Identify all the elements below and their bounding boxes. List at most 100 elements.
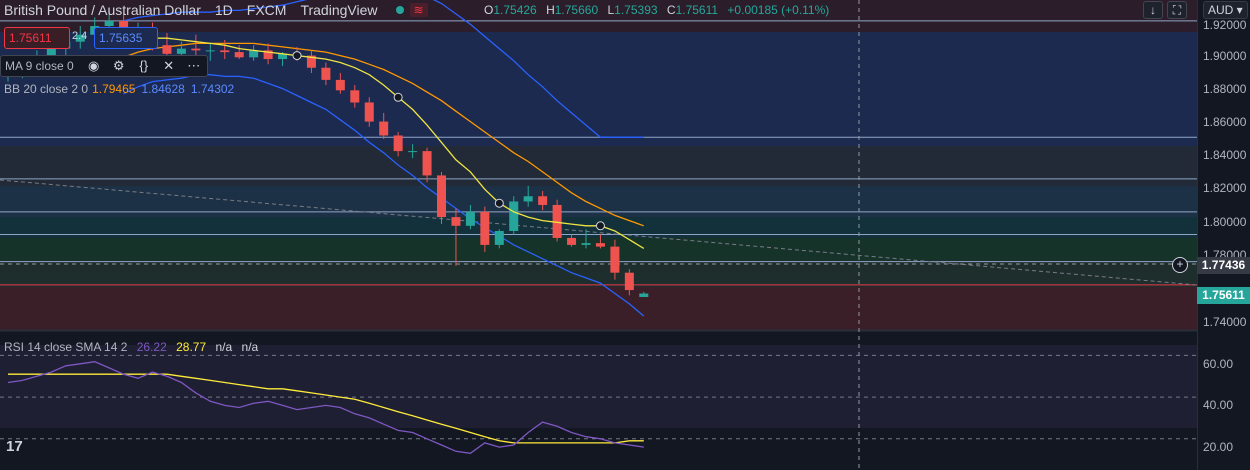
close-label: C: [666, 3, 676, 17]
candle: [567, 234, 577, 247]
candle-body: [523, 196, 533, 202]
candle-body: [176, 48, 186, 54]
rsi-na-1: n/a: [215, 340, 233, 354]
price-tick: 1.90000: [1203, 49, 1247, 63]
moving-average: [123, 37, 645, 249]
market-closed-icon: ≋: [409, 3, 428, 17]
high-label: H: [546, 3, 555, 17]
rsi-legend[interactable]: RSI 14 close SMA 14 2 26.22 28.77 n/a n/…: [4, 340, 264, 354]
sell-button[interactable]: 1.75611: [4, 27, 70, 49]
candle-body: [581, 243, 591, 245]
candle-body: [480, 211, 490, 245]
candle-body: [263, 50, 273, 60]
bb-upper-line: [123, 0, 644, 138]
candle: [437, 171, 446, 225]
candle: [480, 206, 490, 252]
candle-body: [75, 34, 85, 42]
rsi-tick: 60.00: [1203, 357, 1234, 371]
rsi-pane: [0, 354, 1197, 454]
candle-body: [205, 50, 215, 52]
trend-line[interactable]: [0, 179, 1198, 286]
candle-body: [437, 175, 446, 218]
symbol-title[interactable]: British Pound / Australian Dollar: [4, 2, 201, 18]
candle-body: [104, 20, 114, 27]
candle-body: [538, 196, 548, 205]
ma-legend[interactable]: MA 9 close 0 ◉ ⚙ {} ✕ ⋯: [0, 55, 208, 77]
price-tick: 1.88000: [1203, 82, 1247, 96]
ma-cross-marker: [292, 51, 302, 61]
candle-body: [494, 231, 504, 245]
candle: [393, 132, 403, 157]
currency-selector[interactable]: AUD ▾: [1203, 1, 1248, 19]
candle-body: [162, 45, 172, 54]
candle-body: [509, 201, 519, 231]
ma-cross-marker: [494, 198, 504, 208]
status-dot-icon: [395, 6, 404, 14]
gear-icon[interactable]: ⚙: [112, 58, 125, 73]
bb-label[interactable]: BB 20 close 2 0: [4, 82, 89, 96]
ma-label[interactable]: MA 9 close 0: [5, 59, 74, 73]
eye-icon[interactable]: ◉: [88, 58, 100, 73]
interval-label[interactable]: 1D: [214, 2, 233, 18]
source-code-icon[interactable]: {}: [139, 58, 149, 73]
candle-body: [422, 151, 432, 176]
candle-body: [465, 211, 475, 226]
candle: [610, 239, 620, 280]
price-tick: 1.82000: [1203, 181, 1247, 195]
more-icon[interactable]: ⋯: [187, 58, 201, 73]
change-value: +0.00185 (+0.11%): [727, 3, 830, 17]
close-icon[interactable]: ✕: [163, 58, 175, 73]
candle: [451, 208, 461, 266]
ma-cross-marker: [393, 92, 403, 102]
price-tick: 1.80000: [1203, 215, 1247, 229]
price-axis[interactable]: [1197, 0, 1250, 470]
bb-lower-value: 1.74302: [190, 82, 235, 96]
candle: [465, 204, 475, 230]
source-label: TradingView: [300, 2, 378, 18]
tradingview-logo-icon[interactable]: 17: [6, 438, 23, 455]
candle: [75, 26, 85, 49]
buy-button[interactable]: 1.75635: [94, 27, 158, 49]
candle-body: [306, 55, 316, 68]
candle: [509, 196, 519, 235]
rsi-sma-line: [8, 373, 644, 444]
crosshair-price-label: 1.77436: [1197, 257, 1250, 274]
download-icon[interactable]: ↓: [1143, 1, 1163, 19]
candle-body: [610, 246, 620, 273]
price-tick: 1.84000: [1203, 148, 1247, 162]
currency-label: AUD: [1208, 3, 1234, 17]
candle: [494, 229, 504, 249]
rsi-label[interactable]: RSI 14 close SMA 14 2: [4, 340, 128, 354]
symbol-header[interactable]: British Pound / Australian Dollar 1D FXC…: [4, 1, 428, 19]
candle-body: [595, 243, 605, 247]
fullscreen-icon[interactable]: ⛶: [1167, 1, 1187, 19]
candle: [581, 229, 591, 249]
open-value: 1.75426: [493, 3, 537, 17]
candle-body: [350, 90, 360, 103]
candle-body: [249, 50, 259, 58]
candle-body: [191, 48, 201, 51]
bb-basis-value: 1.79465: [92, 82, 136, 96]
candle: [379, 112, 389, 139]
rsi-sma-value: 28.77: [176, 340, 207, 354]
candle-body: [451, 217, 461, 226]
price-tick: 1.86000: [1203, 115, 1247, 129]
candle-body: [364, 102, 374, 122]
price-tick: 1.92000: [1203, 18, 1247, 32]
candle-body: [234, 52, 244, 58]
bb-legend[interactable]: BB 20 close 2 0 1.79465 1.84628 1.74302: [0, 82, 234, 96]
market-status[interactable]: ≋: [395, 3, 428, 17]
candle: [321, 62, 331, 86]
rsi-tick: 40.00: [1203, 398, 1234, 412]
candle: [350, 85, 360, 108]
candle-body: [639, 293, 649, 297]
add-alert-plus-icon[interactable]: +: [1172, 257, 1188, 273]
candle: [306, 50, 316, 73]
ma-cross-marker: [595, 221, 605, 231]
ohlc-legend: O1.75426 H1.75660 L1.75393 C1.75611 +0.0…: [484, 3, 835, 17]
spread-value: 2.4: [72, 30, 88, 42]
candle: [220, 39, 230, 60]
candle: [234, 45, 244, 60]
candle: [364, 97, 374, 127]
